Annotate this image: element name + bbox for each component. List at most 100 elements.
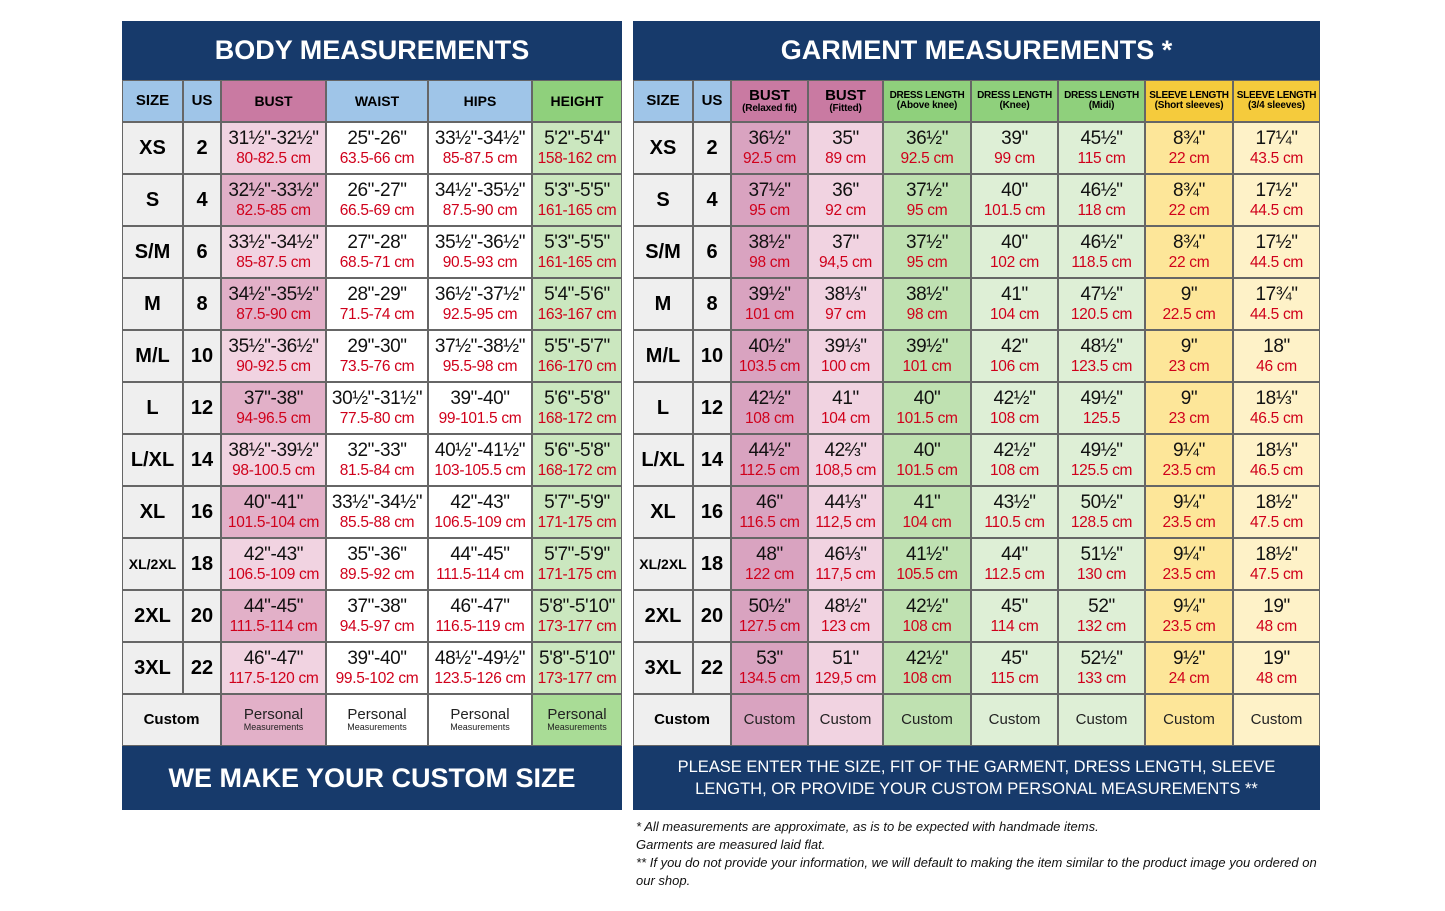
custom-cell: Custom	[1145, 694, 1233, 746]
centimeters: 127.5 cm	[738, 617, 801, 635]
centimeters: 94.5-97 cm	[339, 617, 415, 635]
centimeters: 117.5-120 cm	[228, 669, 319, 687]
inches: 9"	[1180, 283, 1198, 305]
centimeters: 129,5 cm	[814, 669, 877, 687]
measure-cell: 51" 129,5 cm	[808, 642, 883, 694]
us-size: 18	[700, 552, 724, 575]
custom-text: Custom	[654, 711, 710, 729]
measure-cell: 45" 114 cm	[971, 590, 1058, 642]
us-cell: 10	[693, 330, 731, 382]
custom-cell: Custom	[971, 694, 1058, 746]
measure-cell: 51½" 130 cm	[1058, 538, 1145, 590]
size-label: M	[144, 292, 161, 315]
inches: 41½"	[905, 543, 949, 565]
inches: 43½"	[993, 491, 1036, 513]
measure-cell: 44⅓" 112,5 cm	[808, 486, 883, 538]
centimeters: 112.5 cm	[739, 461, 800, 479]
centimeters: 105.5 cm	[896, 565, 958, 583]
inches: 42"-43"	[243, 543, 304, 565]
measure-cell: 44"-45" 111.5-114 cm	[221, 590, 326, 642]
centimeters: 87.5-90 cm	[236, 305, 311, 323]
us-size: 20	[700, 604, 724, 627]
inches: 42"	[1001, 335, 1028, 357]
measure-cell: 48½" 123.5 cm	[1058, 330, 1145, 382]
custom-text: Custom	[819, 711, 872, 729]
inches: 44"-45"	[450, 543, 510, 565]
measure-cell: 46"-47" 116.5-119 cm	[428, 590, 532, 642]
inches: 52½"	[1080, 647, 1123, 669]
centimeters: 173-177 cm	[537, 617, 617, 635]
measure-cell: 5'6"-5'8" 168-172 cm	[532, 434, 622, 486]
inches: 18"	[1263, 335, 1290, 357]
centimeters: 101.5 cm	[983, 201, 1046, 219]
centimeters: 97 cm	[825, 305, 866, 323]
measure-cell: 42½" 108 cm	[883, 642, 971, 694]
column-header: US	[183, 80, 221, 122]
column-header: BUST (Relaxed fit)	[731, 80, 808, 122]
custom-text: Custom	[1250, 711, 1303, 729]
centimeters: 112.5 cm	[984, 565, 1045, 583]
us-cell: 16	[693, 486, 731, 538]
centimeters: 68.5-71 cm	[339, 253, 415, 271]
centimeters: 112,5 cm	[815, 513, 876, 531]
us-cell: 16	[183, 486, 221, 538]
custom-text: Personal	[547, 706, 607, 724]
inches: 18½"	[1255, 543, 1298, 565]
notes: * All measurements are approximate, as i…	[636, 818, 1326, 890]
size-cell: M	[122, 278, 183, 330]
custom-text: Custom	[743, 711, 796, 729]
measure-cell: 45" 115 cm	[971, 642, 1058, 694]
measure-cell: 46½" 118 cm	[1058, 174, 1145, 226]
size-label: S	[656, 188, 670, 211]
inches: 25"-26"	[347, 127, 407, 149]
custom-cell: Custom	[1058, 694, 1145, 746]
centimeters: 100 cm	[820, 357, 871, 375]
inches: 37½"	[748, 179, 791, 201]
measure-cell: 40½"-41½" 103-105.5 cm	[428, 434, 532, 486]
measure-cell: 40" 102 cm	[971, 226, 1058, 278]
measure-cell: 36½" 92.5 cm	[731, 122, 808, 174]
header-text: DRESS LENGTH	[1064, 89, 1139, 101]
inches: 39"-40"	[347, 647, 407, 669]
custom-text: Custom	[988, 711, 1041, 729]
centimeters: 122 cm	[744, 565, 795, 583]
footer-text: WE MAKE YOUR CUSTOM SIZE	[168, 762, 576, 793]
inches: 46"	[756, 491, 783, 513]
inches: 48"	[756, 543, 783, 565]
inches: 42½"	[748, 387, 791, 409]
inches: 44"	[1001, 543, 1028, 565]
centimeters: 87.5-90 cm	[442, 201, 518, 219]
centimeters: 128.5 cm	[1070, 513, 1133, 531]
measure-cell: 39"-40" 99.5-102 cm	[326, 642, 428, 694]
measure-cell: 42½" 108 cm	[731, 382, 808, 434]
inches: 38½"-39½"	[228, 439, 319, 461]
centimeters: 94-96.5 cm	[236, 409, 311, 427]
centimeters: 116.5-119 cm	[435, 617, 525, 635]
centimeters: 134.5 cm	[738, 669, 801, 687]
inches: 39½"	[748, 283, 791, 305]
inches: 5'3"-5'5"	[544, 179, 610, 201]
header-text: DRESS LENGTH	[977, 89, 1052, 101]
size-label: XL	[650, 500, 676, 523]
centimeters: 125.5 cm	[1070, 461, 1133, 479]
custom-text: Custom	[1075, 711, 1128, 729]
inches: 42½"	[993, 387, 1036, 409]
custom-label: Custom	[122, 694, 221, 746]
us-size: 12	[190, 396, 214, 419]
table-footer: WE MAKE YOUR CUSTOM SIZE	[122, 746, 622, 810]
centimeters: 92.5 cm	[900, 149, 954, 167]
measure-cell: 46½" 118.5 cm	[1058, 226, 1145, 278]
measure-cell: 37" 94,5 cm	[808, 226, 883, 278]
inches: 53"	[756, 647, 783, 669]
measure-cell: 9¼" 23.5 cm	[1145, 486, 1233, 538]
centimeters: 104 cm	[820, 409, 871, 427]
inches: 37½"	[905, 179, 949, 201]
inches: 48½"-49½"	[434, 647, 526, 669]
measure-cell: 35½"-36½" 90.5-93 cm	[428, 226, 532, 278]
centimeters: 106.5-109 cm	[434, 513, 526, 531]
centimeters: 85.5-88 cm	[339, 513, 415, 531]
size-cell: L	[122, 382, 183, 434]
measure-cell: 9½" 24 cm	[1145, 642, 1233, 694]
measure-cell: 34½"-35½" 87.5-90 cm	[428, 174, 532, 226]
measure-cell: 49½" 125.5	[1058, 382, 1145, 434]
